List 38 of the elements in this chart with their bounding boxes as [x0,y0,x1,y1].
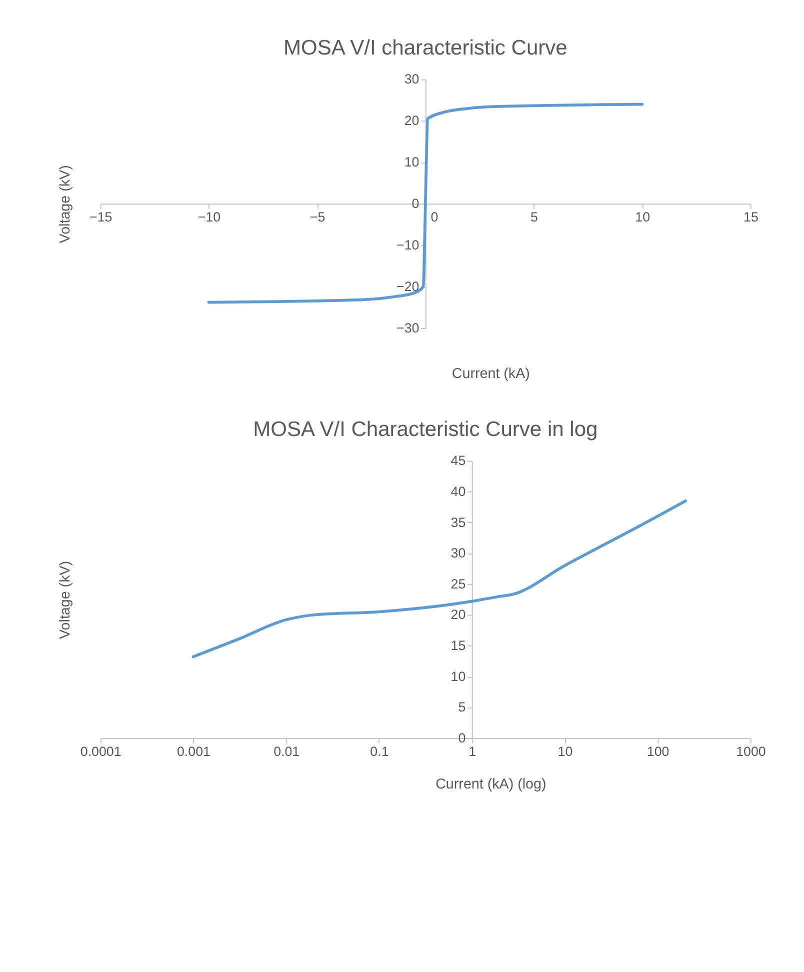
y-tick-label: 0 [412,196,420,211]
x-tick-label: 100 [646,744,670,759]
y-tick-label: 40 [450,484,466,499]
x-tick-label: 5 [530,209,538,224]
y-tick-label: −30 [396,320,420,336]
x-axis-title: Current (kA) [452,366,530,382]
x-tick-label: −10 [198,209,221,224]
y-axis-title: Voltage (kV) [57,165,74,244]
y-axis-title: Voltage (kV) [57,560,74,639]
chart-title: MOSA V/I characteristic Curve [284,36,568,60]
y-tick-label: 10 [450,668,466,684]
y-tick-label: 0 [458,730,466,746]
x-tick-label: 0.01 [274,744,300,759]
y-tick-label: 25 [450,576,466,592]
x-tick-label: 1000 [736,744,766,759]
x-tick-label: 10 [635,209,650,224]
x-tick-label: −5 [310,209,326,224]
y-tick-label: 15 [450,638,466,653]
x-tick-label: 15 [743,209,758,224]
y-tick-label: 5 [458,700,466,715]
x-tick-label: 0 [430,209,438,224]
x-axis-title: Current (kA) (log) [436,776,546,792]
y-tick-label: 20 [404,113,420,128]
y-tick-label: 30 [450,546,466,561]
y-tick-label: 35 [450,514,466,530]
y-tick-label: 30 [404,72,420,87]
x-tick-label: 10 [558,744,573,759]
y-tick-label: −10 [396,237,420,252]
x-tick-label: 0.001 [176,744,210,759]
x-tick-label: 1 [468,744,476,759]
x-tick-label: 0.0001 [80,744,122,759]
y-tick-label: −20 [396,278,420,294]
y-tick-label: 45 [450,453,466,468]
y-tick-label: 10 [404,154,420,170]
y-tick-label: 20 [450,607,466,622]
chart-title: MOSA V/I Characteristic Curve in log [253,418,598,441]
x-tick-label: 0.1 [370,744,389,759]
x-tick-label: −15 [90,209,112,224]
